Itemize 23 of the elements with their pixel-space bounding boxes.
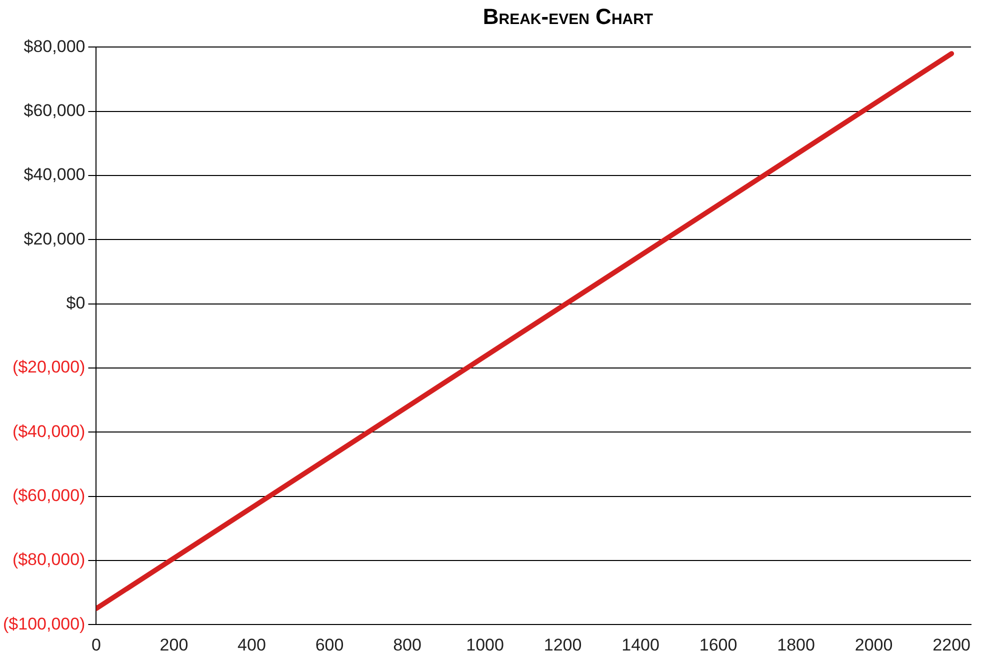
- y-tick-label: $40,000: [24, 165, 86, 184]
- y-tick-label: ($100,000): [2, 614, 86, 634]
- y-tick-label: ($20,000): [12, 358, 86, 377]
- y-tick-label: $80,000: [24, 36, 86, 56]
- x-tick-label: 1400: [622, 635, 660, 654]
- y-tick-label: ($80,000): [12, 550, 86, 570]
- x-tick-label: 200: [160, 635, 188, 654]
- x-tick-label: 0: [91, 635, 101, 654]
- x-tick-label: 400: [238, 635, 266, 654]
- x-tick-label: 600: [315, 635, 344, 654]
- x-tick-label: 1000: [466, 635, 504, 654]
- y-tick-label: ($60,000): [12, 486, 86, 505]
- x-tick-label: 1600: [699, 635, 738, 654]
- x-tick-label: 2200: [932, 635, 970, 654]
- chart-title: Break-even Chart: [482, 3, 654, 31]
- y-tick-label: $20,000: [24, 229, 86, 248]
- y-tick-label: $0: [66, 294, 86, 313]
- x-tick-label: 1200: [544, 635, 582, 654]
- y-tick-label: $60,000: [24, 101, 86, 120]
- x-tick-label: 800: [393, 635, 422, 654]
- x-tick-label: 1800: [777, 635, 815, 654]
- y-tick-label: ($40,000): [12, 422, 86, 441]
- x-tick-label: 2000: [854, 635, 893, 654]
